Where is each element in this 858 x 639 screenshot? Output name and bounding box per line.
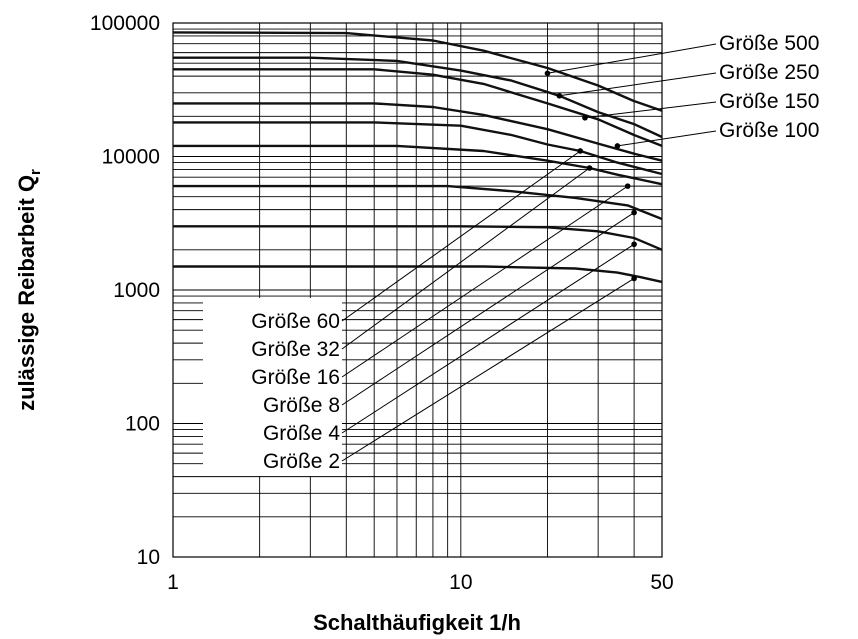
leader-line xyxy=(341,167,590,350)
curve-series xyxy=(173,144,663,186)
size-label-left: Größe 32 xyxy=(251,338,340,361)
curve-marker xyxy=(586,165,593,171)
size-label-right: Größe 150 xyxy=(719,90,819,113)
curve-marker xyxy=(624,183,631,189)
y-tick-label: 100 xyxy=(125,413,160,436)
size-label-left: Größe 8 xyxy=(263,394,340,417)
curve-series xyxy=(173,102,663,162)
y-tick-label: 1000 xyxy=(113,279,160,302)
leader-line xyxy=(341,243,635,434)
y-tick-label: 100000 xyxy=(90,12,160,35)
x-tick-label: 1 xyxy=(167,571,179,594)
size-label-right: Größe 100 xyxy=(719,119,819,142)
curve-marker xyxy=(544,70,551,77)
y-axis-label: zulässige Reibarbeit Qr xyxy=(14,169,44,411)
curve-marker xyxy=(631,275,637,282)
size-label-left: Größe 60 xyxy=(251,310,340,333)
curve-marker xyxy=(631,241,637,248)
left-label-box xyxy=(203,298,342,476)
leader-line xyxy=(584,101,717,119)
size-label-right: Größe 250 xyxy=(719,61,819,84)
curve-marker xyxy=(631,209,637,216)
curve-marker xyxy=(556,92,563,99)
leader-lines xyxy=(341,43,717,462)
curve-series xyxy=(173,56,663,139)
x-tick-label: 50 xyxy=(650,571,673,594)
tick-labels: 1 10 50 10 100 1000 10000 100000 xyxy=(90,12,674,594)
x-axis-label: Schalthäufigkeit 1/h xyxy=(313,610,521,635)
size-label-left: Größe 2 xyxy=(263,450,340,473)
curves xyxy=(172,31,663,284)
y-tick-label: 10 xyxy=(137,546,160,569)
y-axis-label-sub: r xyxy=(27,169,44,175)
curve-series xyxy=(172,31,663,112)
curve-series xyxy=(173,265,663,284)
curve-series xyxy=(173,225,663,251)
leader-line xyxy=(341,150,581,322)
leader-line xyxy=(341,185,628,378)
y-axis-label-main: zulässige Reibarbeit Q xyxy=(14,175,39,411)
leader-line xyxy=(547,43,717,74)
curve-series xyxy=(173,68,663,148)
markers xyxy=(544,70,637,282)
size-labels: Größe 500 Größe 250 Größe 150 Größe 100 Größ… xyxy=(251,32,819,473)
label-boxes xyxy=(203,26,854,476)
curve-series xyxy=(173,184,663,221)
curve-marker xyxy=(582,114,588,121)
leader-line xyxy=(559,72,717,97)
size-label-left: Größe 4 xyxy=(263,422,340,445)
right-label-box xyxy=(708,26,854,144)
leader-line xyxy=(617,130,717,147)
curve-series xyxy=(173,121,663,176)
leader-line xyxy=(341,278,635,462)
size-label-right: Größe 500 xyxy=(719,32,819,55)
x-tick-label: 10 xyxy=(449,571,472,594)
leader-line xyxy=(341,212,635,406)
plot-frame xyxy=(172,22,663,558)
curve-marker xyxy=(577,148,584,154)
size-label-left: Größe 16 xyxy=(251,366,340,389)
curve-marker xyxy=(614,143,621,149)
y-tick-label: 10000 xyxy=(102,146,160,169)
